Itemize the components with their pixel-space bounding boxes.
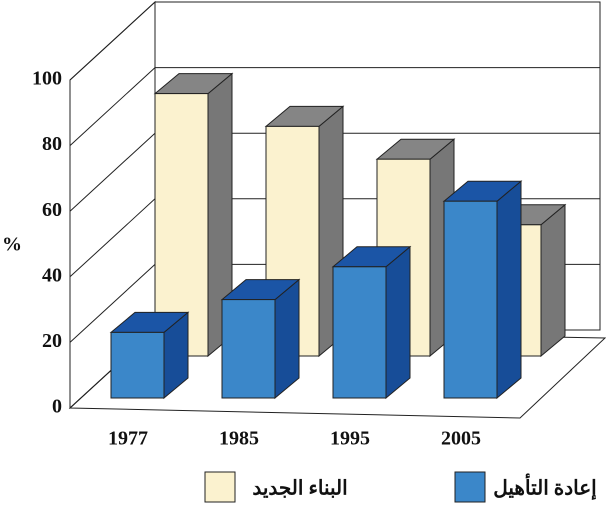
bar-side bbox=[385, 245, 411, 400]
y-tick-label: 0 bbox=[52, 396, 62, 418]
bar bbox=[443, 200, 498, 399]
bar-side bbox=[540, 203, 566, 358]
legend-label: إعادة التأهيل bbox=[493, 474, 596, 501]
x-tick-label: 1995 bbox=[330, 428, 370, 450]
legend-label: البناء الجديد bbox=[252, 478, 347, 500]
legend-swatch bbox=[204, 471, 236, 503]
y-tick-label: 60 bbox=[42, 199, 62, 221]
bar-group bbox=[442, 180, 523, 400]
bar-group bbox=[220, 278, 301, 400]
bar-group bbox=[109, 311, 190, 400]
grid-line bbox=[69, 1, 600, 81]
bar bbox=[110, 331, 165, 399]
bar bbox=[221, 299, 276, 399]
bar bbox=[332, 266, 387, 399]
y-tick-label: 20 bbox=[42, 330, 62, 352]
grid-line bbox=[69, 67, 600, 146]
legend-swatch bbox=[454, 471, 486, 503]
x-tick-label: 2005 bbox=[441, 428, 481, 450]
bar-side bbox=[496, 180, 522, 400]
x-tick-label: 1977 bbox=[108, 428, 148, 450]
y-tick-label: 80 bbox=[42, 133, 62, 155]
y-tick-label: 100 bbox=[32, 68, 62, 90]
bar-group bbox=[331, 245, 412, 400]
x-tick-label: 1985 bbox=[219, 428, 259, 450]
y-tick-label: 40 bbox=[42, 264, 62, 286]
bar-side bbox=[274, 278, 300, 400]
bar-group bbox=[153, 72, 234, 358]
y-axis-label: % bbox=[2, 234, 22, 256]
